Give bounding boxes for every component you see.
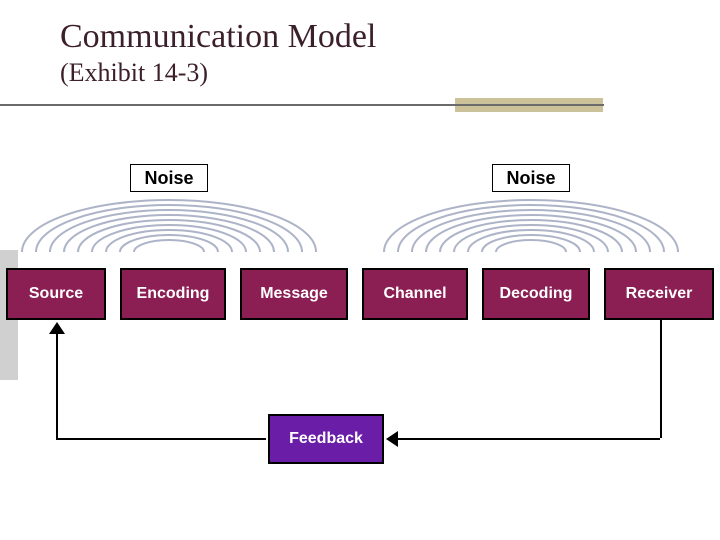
noise-waves xyxy=(18,194,320,254)
feedback-box: Feedback xyxy=(268,414,384,464)
flow-box-source: Source xyxy=(6,268,106,320)
noise-waves xyxy=(380,194,682,254)
arrow-head xyxy=(386,431,398,447)
arrow-segment xyxy=(396,438,660,440)
flow-box-encoding: Encoding xyxy=(120,268,226,320)
arrow-segment xyxy=(56,332,58,438)
title-line-2: (Exhibit 14-3) xyxy=(60,58,208,88)
title-underline xyxy=(0,104,604,106)
noise-box-2: Noise xyxy=(492,164,570,192)
title-line-1: Communication Model xyxy=(60,18,376,56)
flow-box-decoding: Decoding xyxy=(482,268,590,320)
flow-box-channel: Channel xyxy=(362,268,468,320)
flow-box-receiver: Receiver xyxy=(604,268,714,320)
flow-box-message: Message xyxy=(240,268,348,320)
noise-box-1: Noise xyxy=(130,164,208,192)
arrow-segment xyxy=(660,320,662,438)
arrow-segment xyxy=(56,438,266,440)
arrow-head xyxy=(49,322,65,334)
